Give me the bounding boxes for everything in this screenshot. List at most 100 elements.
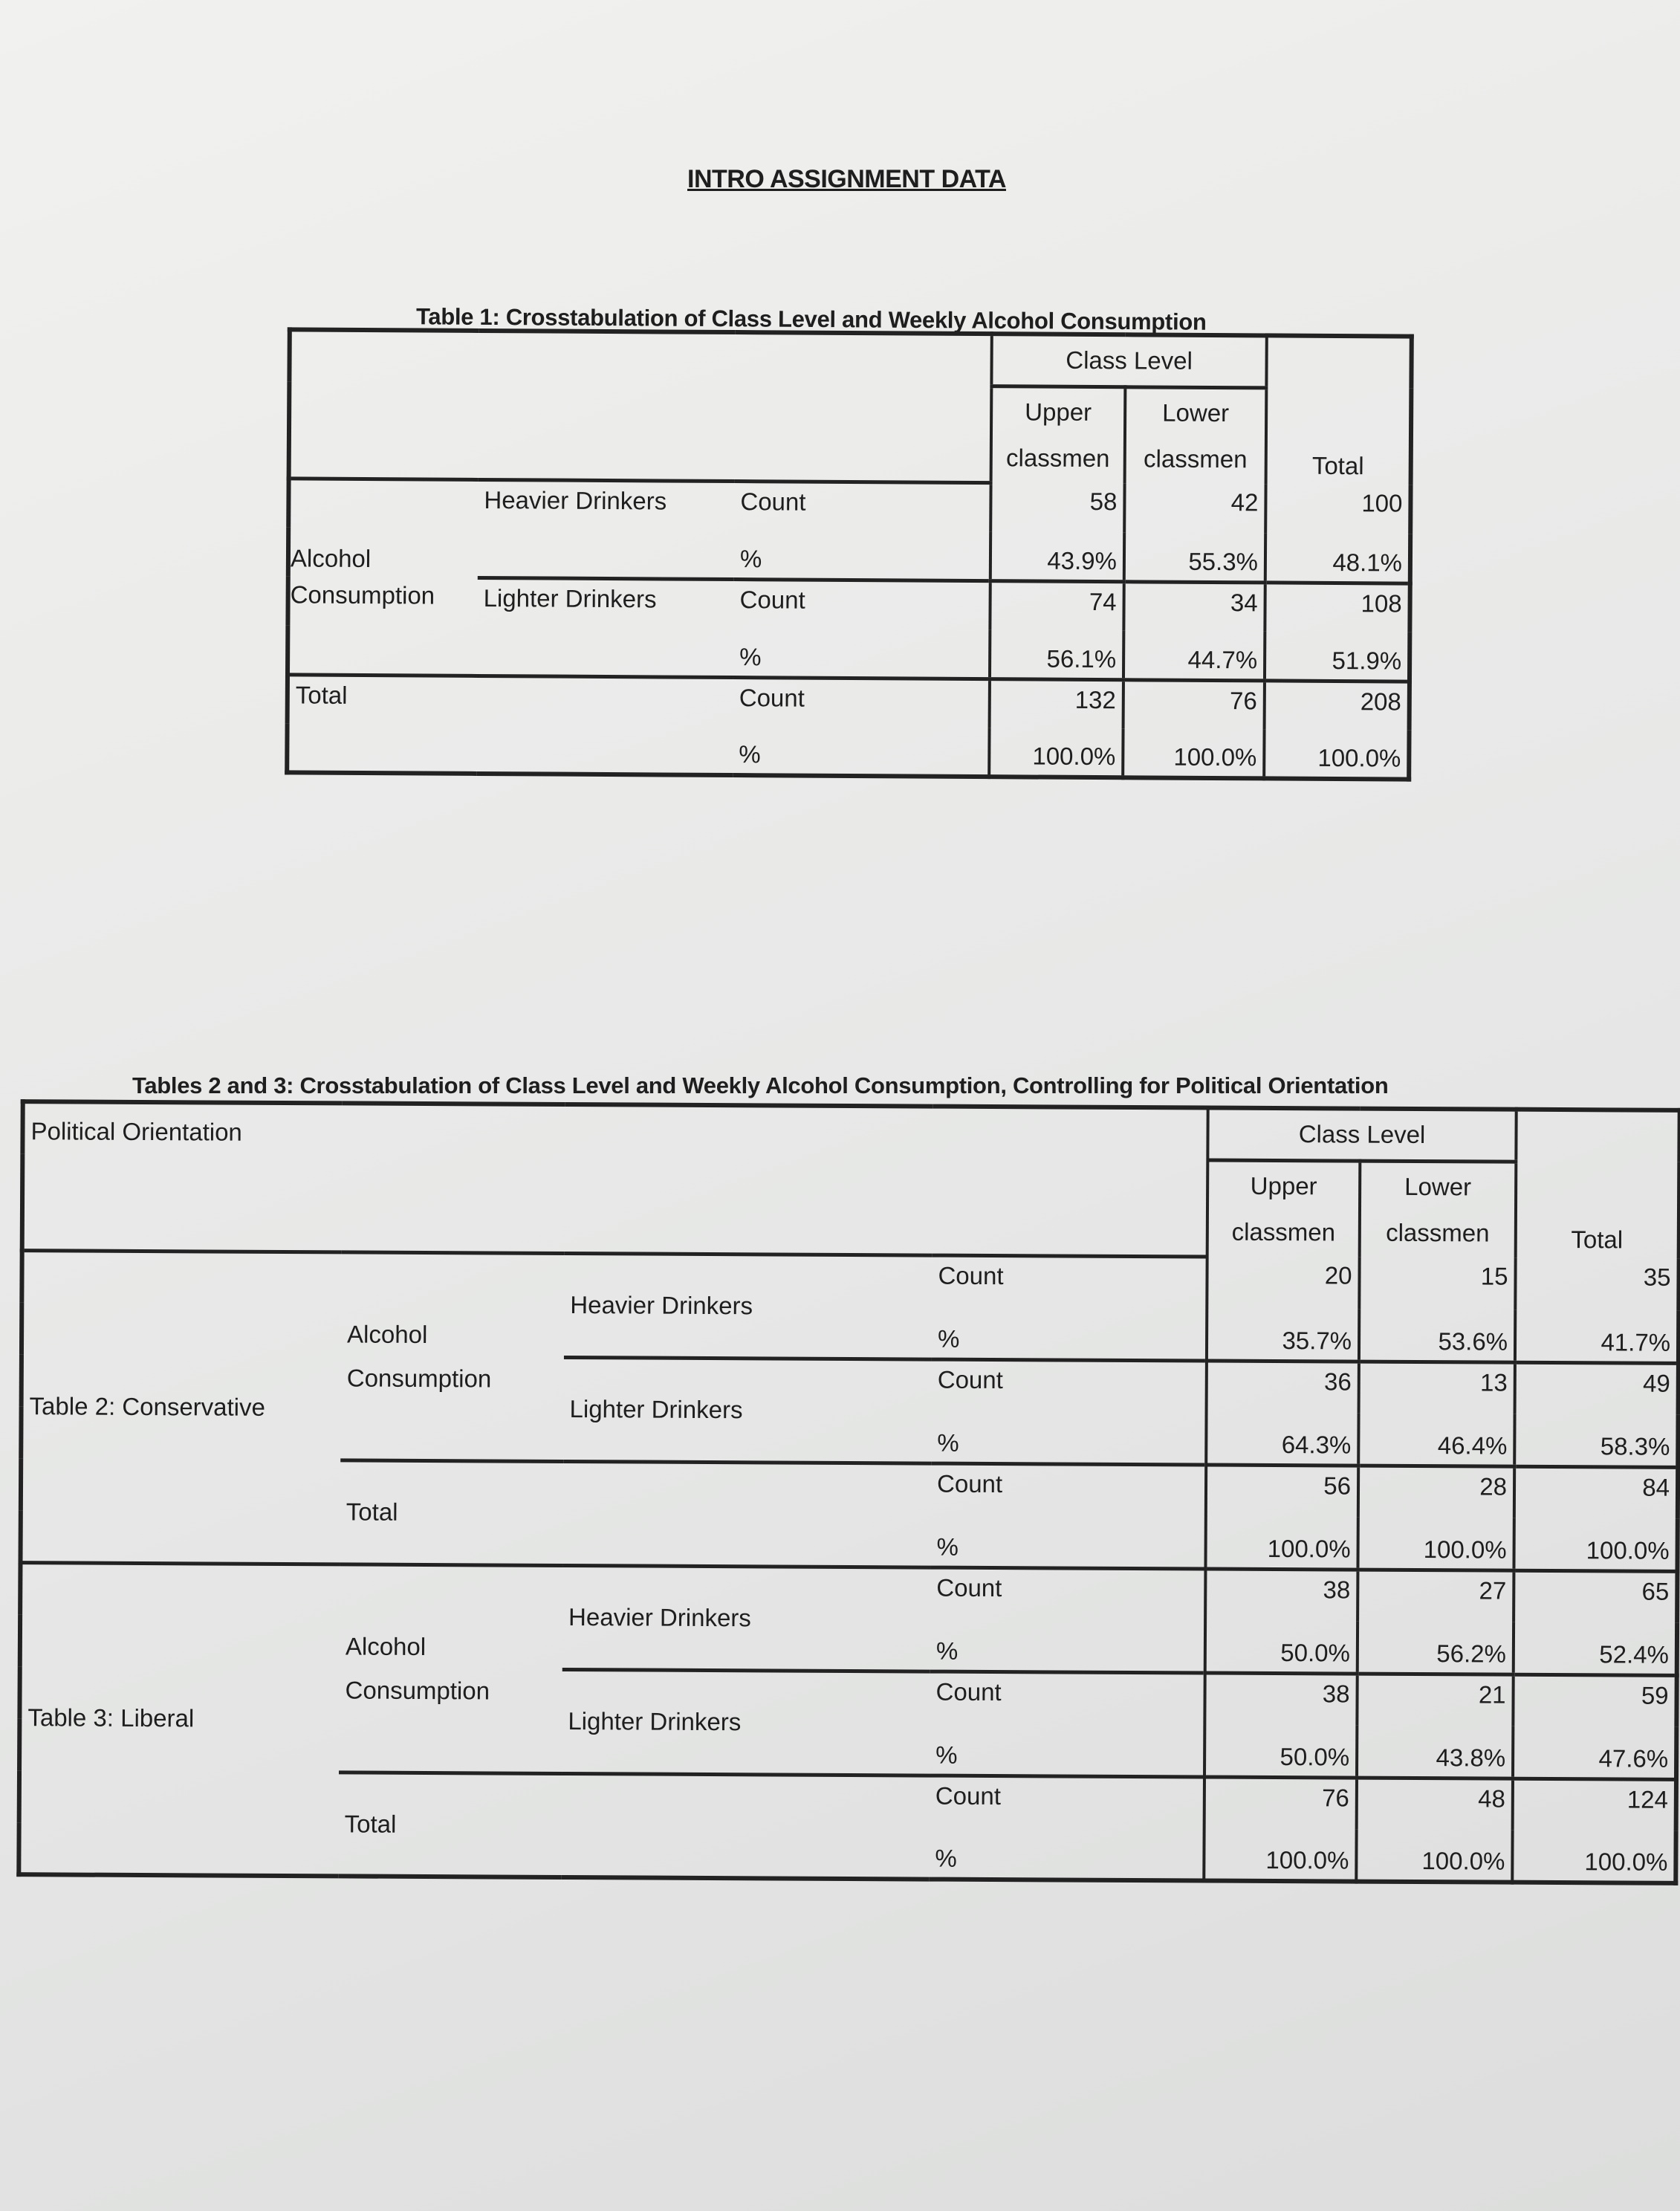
- pct-cell: 52.4%: [1513, 1622, 1678, 1675]
- political-group-cell: Table 3: Liberal: [19, 1562, 340, 1877]
- count-label: Count: [937, 1365, 1003, 1393]
- count-value: 208: [1360, 687, 1401, 716]
- count-cell: 132: [989, 679, 1123, 729]
- count-value: 65: [1641, 1577, 1670, 1605]
- count-value: 27: [1479, 1576, 1507, 1605]
- political-group-label: Table 3: Liberal: [27, 1703, 195, 1732]
- count-label: Count: [739, 683, 805, 712]
- table23: Political Orientation Class Level Total Upp…: [16, 1099, 1680, 1885]
- count-value: 74: [1089, 587, 1117, 615]
- pct-value: 100.0%: [1586, 1535, 1670, 1564]
- stat-label: %: [734, 530, 990, 580]
- pct-value: 56.2%: [1436, 1639, 1506, 1668]
- total-header: Total: [1571, 1226, 1624, 1254]
- row-group-label: Alcohol Consumption: [340, 1252, 564, 1461]
- count-value: 36: [1323, 1367, 1352, 1396]
- alcohol-consumption-label: Alcohol Consumption: [345, 1632, 490, 1705]
- pct-value: 100.0%: [1267, 1534, 1351, 1563]
- pct-cell: 46.4%: [1358, 1413, 1515, 1466]
- pct-cell: 43.9%: [990, 531, 1125, 582]
- stat-label: %: [930, 1515, 1205, 1569]
- stat-label: Count: [932, 1255, 1207, 1309]
- drinker-category-label: Heavier Drinkers: [570, 1291, 753, 1320]
- pct-value: 43.9%: [1047, 546, 1118, 574]
- pct-value: 52.4%: [1599, 1639, 1669, 1668]
- pct-cell: 43.8%: [1357, 1725, 1514, 1778]
- count-cell: 58: [990, 482, 1125, 533]
- class-level-cell: Class Level: [991, 334, 1267, 388]
- row-label: Heavier Drinkers: [478, 479, 735, 579]
- pct-value: 43.8%: [1436, 1743, 1506, 1772]
- count-cell: 65: [1514, 1570, 1678, 1623]
- pct-cell: 100.0%: [1514, 1518, 1678, 1571]
- pct-value: 100.0%: [1421, 1847, 1505, 1875]
- pct-cell: 100.0%: [1356, 1829, 1513, 1883]
- stat-label: Count: [734, 481, 990, 531]
- count-value: 42: [1230, 488, 1259, 517]
- upper-classmen-header: Upper classmen: [1005, 398, 1110, 473]
- count-label: Count: [936, 1573, 1002, 1602]
- percent-label: %: [739, 642, 762, 670]
- pct-cell: 44.7%: [1123, 630, 1265, 681]
- total-label: Total: [295, 680, 348, 709]
- total-label: Total: [344, 1810, 397, 1838]
- percent-label: %: [937, 1324, 960, 1353]
- count-cell: 35: [1515, 1257, 1679, 1311]
- percent-label: %: [739, 544, 762, 572]
- pct-cell: 100.0%: [1204, 1828, 1357, 1882]
- pct-cell: 56.2%: [1357, 1621, 1514, 1674]
- total-header: Total: [1311, 451, 1364, 480]
- document-title: INTRO ASSIGNMENT DATA: [687, 165, 1006, 193]
- stat-label: %: [931, 1411, 1206, 1465]
- pct-value: 35.7%: [1282, 1326, 1352, 1355]
- upper-classmen-header: Upper classmen: [1231, 1171, 1336, 1246]
- pct-cell: 64.3%: [1206, 1412, 1359, 1466]
- count-label: Count: [740, 487, 806, 516]
- stat-label: Count: [733, 677, 990, 728]
- pct-cell: 53.6%: [1358, 1309, 1516, 1362]
- pct-cell: 100.0%: [1358, 1517, 1514, 1570]
- count-cell: 56: [1205, 1464, 1359, 1518]
- count-cell: 21: [1357, 1673, 1514, 1726]
- pct-value: 50.0%: [1280, 1742, 1350, 1771]
- drinker-category-label: Lighter Drinkers: [568, 1707, 742, 1736]
- pct-value: 100.0%: [1032, 742, 1116, 771]
- row-label: Heavier Drinkers: [562, 1564, 931, 1671]
- count-value: 35: [1643, 1263, 1671, 1291]
- pct-cell: 50.0%: [1204, 1620, 1358, 1674]
- count-cell: 208: [1264, 680, 1410, 731]
- count-value: 58: [1089, 487, 1118, 516]
- count-value: 34: [1230, 588, 1258, 616]
- pct-value: 100.0%: [1423, 1535, 1507, 1564]
- drinker-category-label: Heavier Drinkers: [568, 1603, 751, 1632]
- count-cell: 20: [1207, 1256, 1360, 1310]
- count-cell: 48: [1356, 1777, 1514, 1830]
- class-level-header: Class Level: [1298, 1120, 1426, 1149]
- lower-header-cell: Lower classmen: [1124, 386, 1267, 485]
- alcohol-consumption-label: Alcohol Consumption: [346, 1320, 492, 1393]
- total-row-label: Total: [287, 674, 733, 776]
- count-value: 84: [1642, 1473, 1670, 1501]
- stat-label: %: [930, 1619, 1205, 1673]
- count-cell: 76: [1204, 1776, 1358, 1830]
- political-orientation-label: Political Orientation: [30, 1117, 242, 1146]
- count-value: 132: [1074, 685, 1116, 713]
- total-label: Total: [346, 1498, 398, 1526]
- class-level-cell: Class Level: [1207, 1107, 1517, 1162]
- pct-value: 56.1%: [1046, 644, 1117, 673]
- pct-cell: 100.0%: [1123, 728, 1265, 779]
- pct-value: 58.3%: [1600, 1431, 1670, 1460]
- count-cell: 59: [1513, 1674, 1677, 1727]
- pct-value: 100.0%: [1173, 742, 1257, 771]
- drinker-category-label: Heavier Drinkers: [484, 485, 667, 514]
- stat-label: %: [930, 1723, 1204, 1777]
- count-cell: 124: [1512, 1778, 1677, 1831]
- pct-value: 50.0%: [1280, 1638, 1350, 1667]
- pct-value: 55.3%: [1188, 547, 1259, 575]
- count-cell: 38: [1205, 1568, 1358, 1622]
- blank-corner: [288, 329, 992, 483]
- total-row-label: Total: [340, 1460, 932, 1567]
- count-cell: 38: [1204, 1672, 1358, 1726]
- lower-classmen-header: Lower classmen: [1143, 398, 1248, 473]
